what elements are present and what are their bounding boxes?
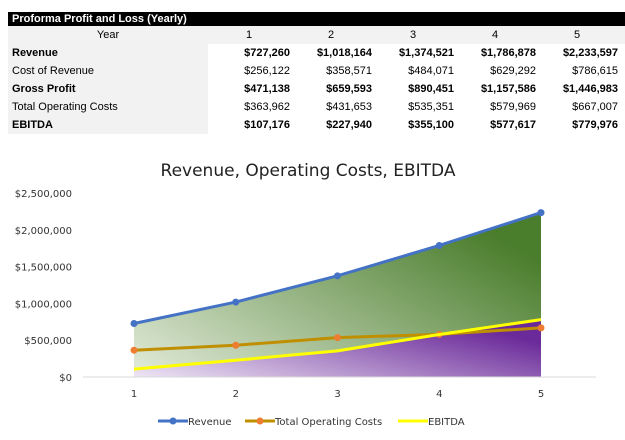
data-point-revenue [537, 209, 545, 217]
year-header: 1 [245, 29, 253, 41]
year-header: 3 [409, 29, 417, 41]
y-tick-label: $0 [59, 373, 72, 384]
row-label: Revenue [8, 44, 208, 62]
x-tick-label: 2 [233, 389, 239, 400]
data-point-total-operating-costs [130, 346, 138, 354]
data-point-total-operating-costs [537, 324, 545, 332]
x-tick-label: 1 [131, 389, 137, 400]
series-line-ebitda [133, 318, 542, 371]
x-tick-label: 3 [334, 389, 340, 400]
header-label: Year [8, 26, 208, 44]
row-label: Gross Profit [8, 80, 208, 98]
year-header: 5 [573, 29, 581, 41]
cell-value: $107,176 [244, 119, 290, 131]
cell-value: $535,351 [408, 101, 454, 113]
y-tick-label: $1,500,000 [15, 263, 72, 274]
chart: Revenue, Operating Costs, EBITDA $0 $500,… [15, 161, 596, 428]
x-tick-label: 4 [436, 389, 442, 400]
cell-value: $667,007 [572, 101, 618, 113]
cell-value: $484,071 [408, 65, 454, 77]
table-row: EBITDA $107,176 $227,940 $355,100 $577,617 $7… [8, 116, 625, 134]
year-header: 2 [327, 29, 335, 41]
year-header: 4 [491, 29, 499, 41]
cell-value: $1,786,878 [480, 47, 536, 59]
row-label: Total Operating Costs [8, 98, 208, 116]
table-row: Total Operating Costs $363,962 $431,653 $53… [8, 98, 625, 116]
cell-value: $358,571 [326, 65, 372, 77]
cell-value: $256,122 [244, 65, 290, 77]
chart-title: Revenue, Operating Costs, EBITDA [161, 161, 456, 181]
data-point-revenue [232, 298, 240, 306]
y-tick-label: $2,500,000 [15, 189, 72, 200]
pnl-table: Proforma Profit and Loss (Yearly) Year 1… [8, 12, 625, 134]
cell-value: $890,451 [408, 83, 454, 95]
cell-value: $1,018,164 [316, 47, 372, 59]
cell-value: $227,940 [326, 119, 372, 131]
row-label: Cost of Revenue [8, 62, 208, 80]
cell-value: $786,615 [572, 65, 618, 77]
data-point-revenue [435, 241, 443, 249]
y-tick-label: $1,000,000 [15, 299, 72, 310]
table-title: Proforma Profit and Loss (Yearly) [8, 12, 625, 26]
legend-label-total-operating-costs: Total Operating Costs [274, 417, 382, 428]
legend-label-revenue: Revenue [188, 417, 232, 428]
table-header-row: Year 1 2 3 4 5 [8, 26, 625, 44]
cell-value: $1,157,586 [480, 83, 536, 95]
cell-value: $471,138 [244, 83, 290, 95]
legend-marker-revenue [169, 417, 177, 425]
x-tick-label: 5 [538, 389, 544, 400]
cell-value: $1,374,521 [398, 47, 454, 59]
data-point-revenue [334, 272, 341, 280]
legend-marker-total-operating-costs [256, 417, 264, 425]
cell-value: $629,292 [490, 65, 536, 77]
cell-value: $1,446,983 [562, 83, 618, 95]
data-point-total-operating-costs [232, 341, 240, 349]
y-tick-label: $2,000,000 [15, 226, 72, 237]
legend-label-ebitda: EBITDA [428, 417, 465, 428]
row-label: EBITDA [8, 116, 208, 134]
cell-value: $355,100 [408, 119, 454, 131]
area-ebitda [134, 319, 541, 377]
cell-value: $659,593 [326, 83, 372, 95]
data-point-total-operating-costs [334, 334, 341, 342]
cell-value: $779,976 [572, 119, 618, 131]
cell-value: $577,617 [490, 119, 536, 131]
table-row: Revenue $727,260 $1,018,164 $1,374,521 $1,78… [8, 44, 625, 62]
cell-value: $2,233,597 [562, 47, 618, 59]
table-row: Gross Profit $471,138 $659,593 $890,451 $1,1… [8, 80, 625, 98]
table-row: Cost of Revenue $256,122 $358,571 $484,071 $… [8, 62, 625, 80]
cell-value: $363,962 [244, 101, 290, 113]
cell-value: $727,260 [244, 47, 290, 59]
y-tick-label: $500,000 [24, 336, 72, 347]
cell-value: $579,969 [490, 101, 536, 113]
data-point-revenue [130, 319, 138, 327]
cell-value: $431,653 [326, 101, 372, 113]
